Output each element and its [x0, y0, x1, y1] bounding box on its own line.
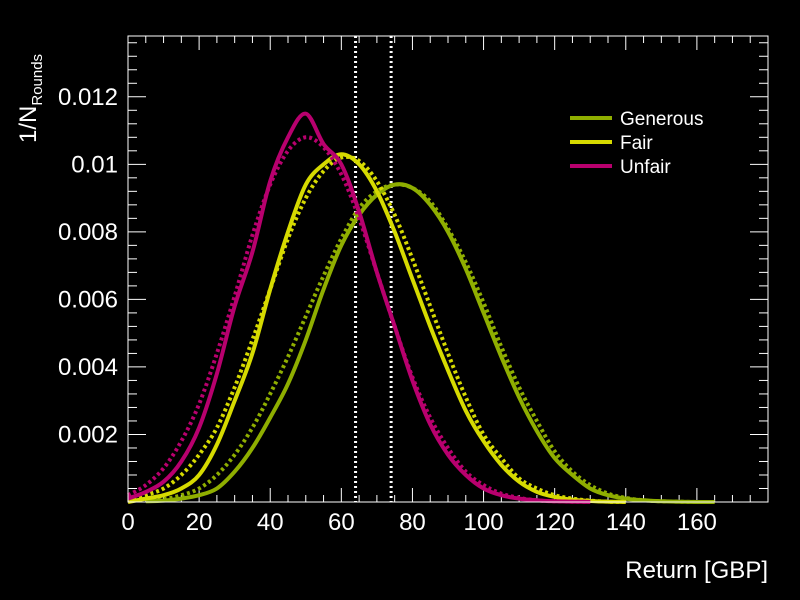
y-tick-label: 0.004 — [58, 354, 118, 381]
legend-label-generous: Generous — [620, 109, 703, 130]
y-tick-label: 0.012 — [58, 84, 118, 111]
x-axis-title: Return [GBP] — [625, 557, 768, 584]
y-tick-label: 0.006 — [58, 286, 118, 313]
tick-marks — [127, 36, 769, 502]
plot-frame — [127, 35, 769, 503]
x-tick-label: 120 — [535, 509, 575, 536]
legend-label-fair: Fair — [620, 133, 653, 154]
svg-text:1/NRounds: 1/NRounds — [15, 54, 46, 143]
y-axis-title: 1/NRounds — [15, 54, 46, 143]
x-tick-label: 0 — [121, 509, 134, 536]
x-tick-label: 160 — [677, 509, 717, 536]
series-unfair-line — [127, 111, 591, 504]
x-tick-label: 80 — [399, 509, 426, 536]
x-tick-label: 20 — [186, 509, 213, 536]
y-tick-label: 0.008 — [58, 219, 118, 246]
y-tick-labels: 0.002 0.004 0.006 0.008 0.01 0.012 — [58, 84, 118, 449]
y-axis-title-main: 1/N — [15, 106, 42, 143]
x-tick-label: 140 — [606, 509, 646, 536]
series-fair-line — [127, 152, 626, 504]
x-tick-label: 100 — [464, 509, 504, 536]
y-tick-label: 0.01 — [71, 151, 118, 178]
series-group — [127, 111, 715, 505]
y-axis-title-subscript: Rounds — [29, 54, 46, 106]
legend: Generous Fair Unfair — [570, 109, 703, 178]
series-generous-line — [145, 182, 715, 505]
x-tick-label: 60 — [328, 509, 355, 536]
series-unfair-fit-line — [127, 135, 591, 504]
x-tick-label: 40 — [257, 509, 284, 536]
x-tick-labels: 0 20 40 60 80 100 120 140 160 — [121, 509, 717, 536]
y-tick-label: 0.002 — [58, 421, 118, 448]
legend-label-unfair: Unfair — [620, 157, 671, 178]
series-fair-fit-line — [127, 154, 626, 504]
